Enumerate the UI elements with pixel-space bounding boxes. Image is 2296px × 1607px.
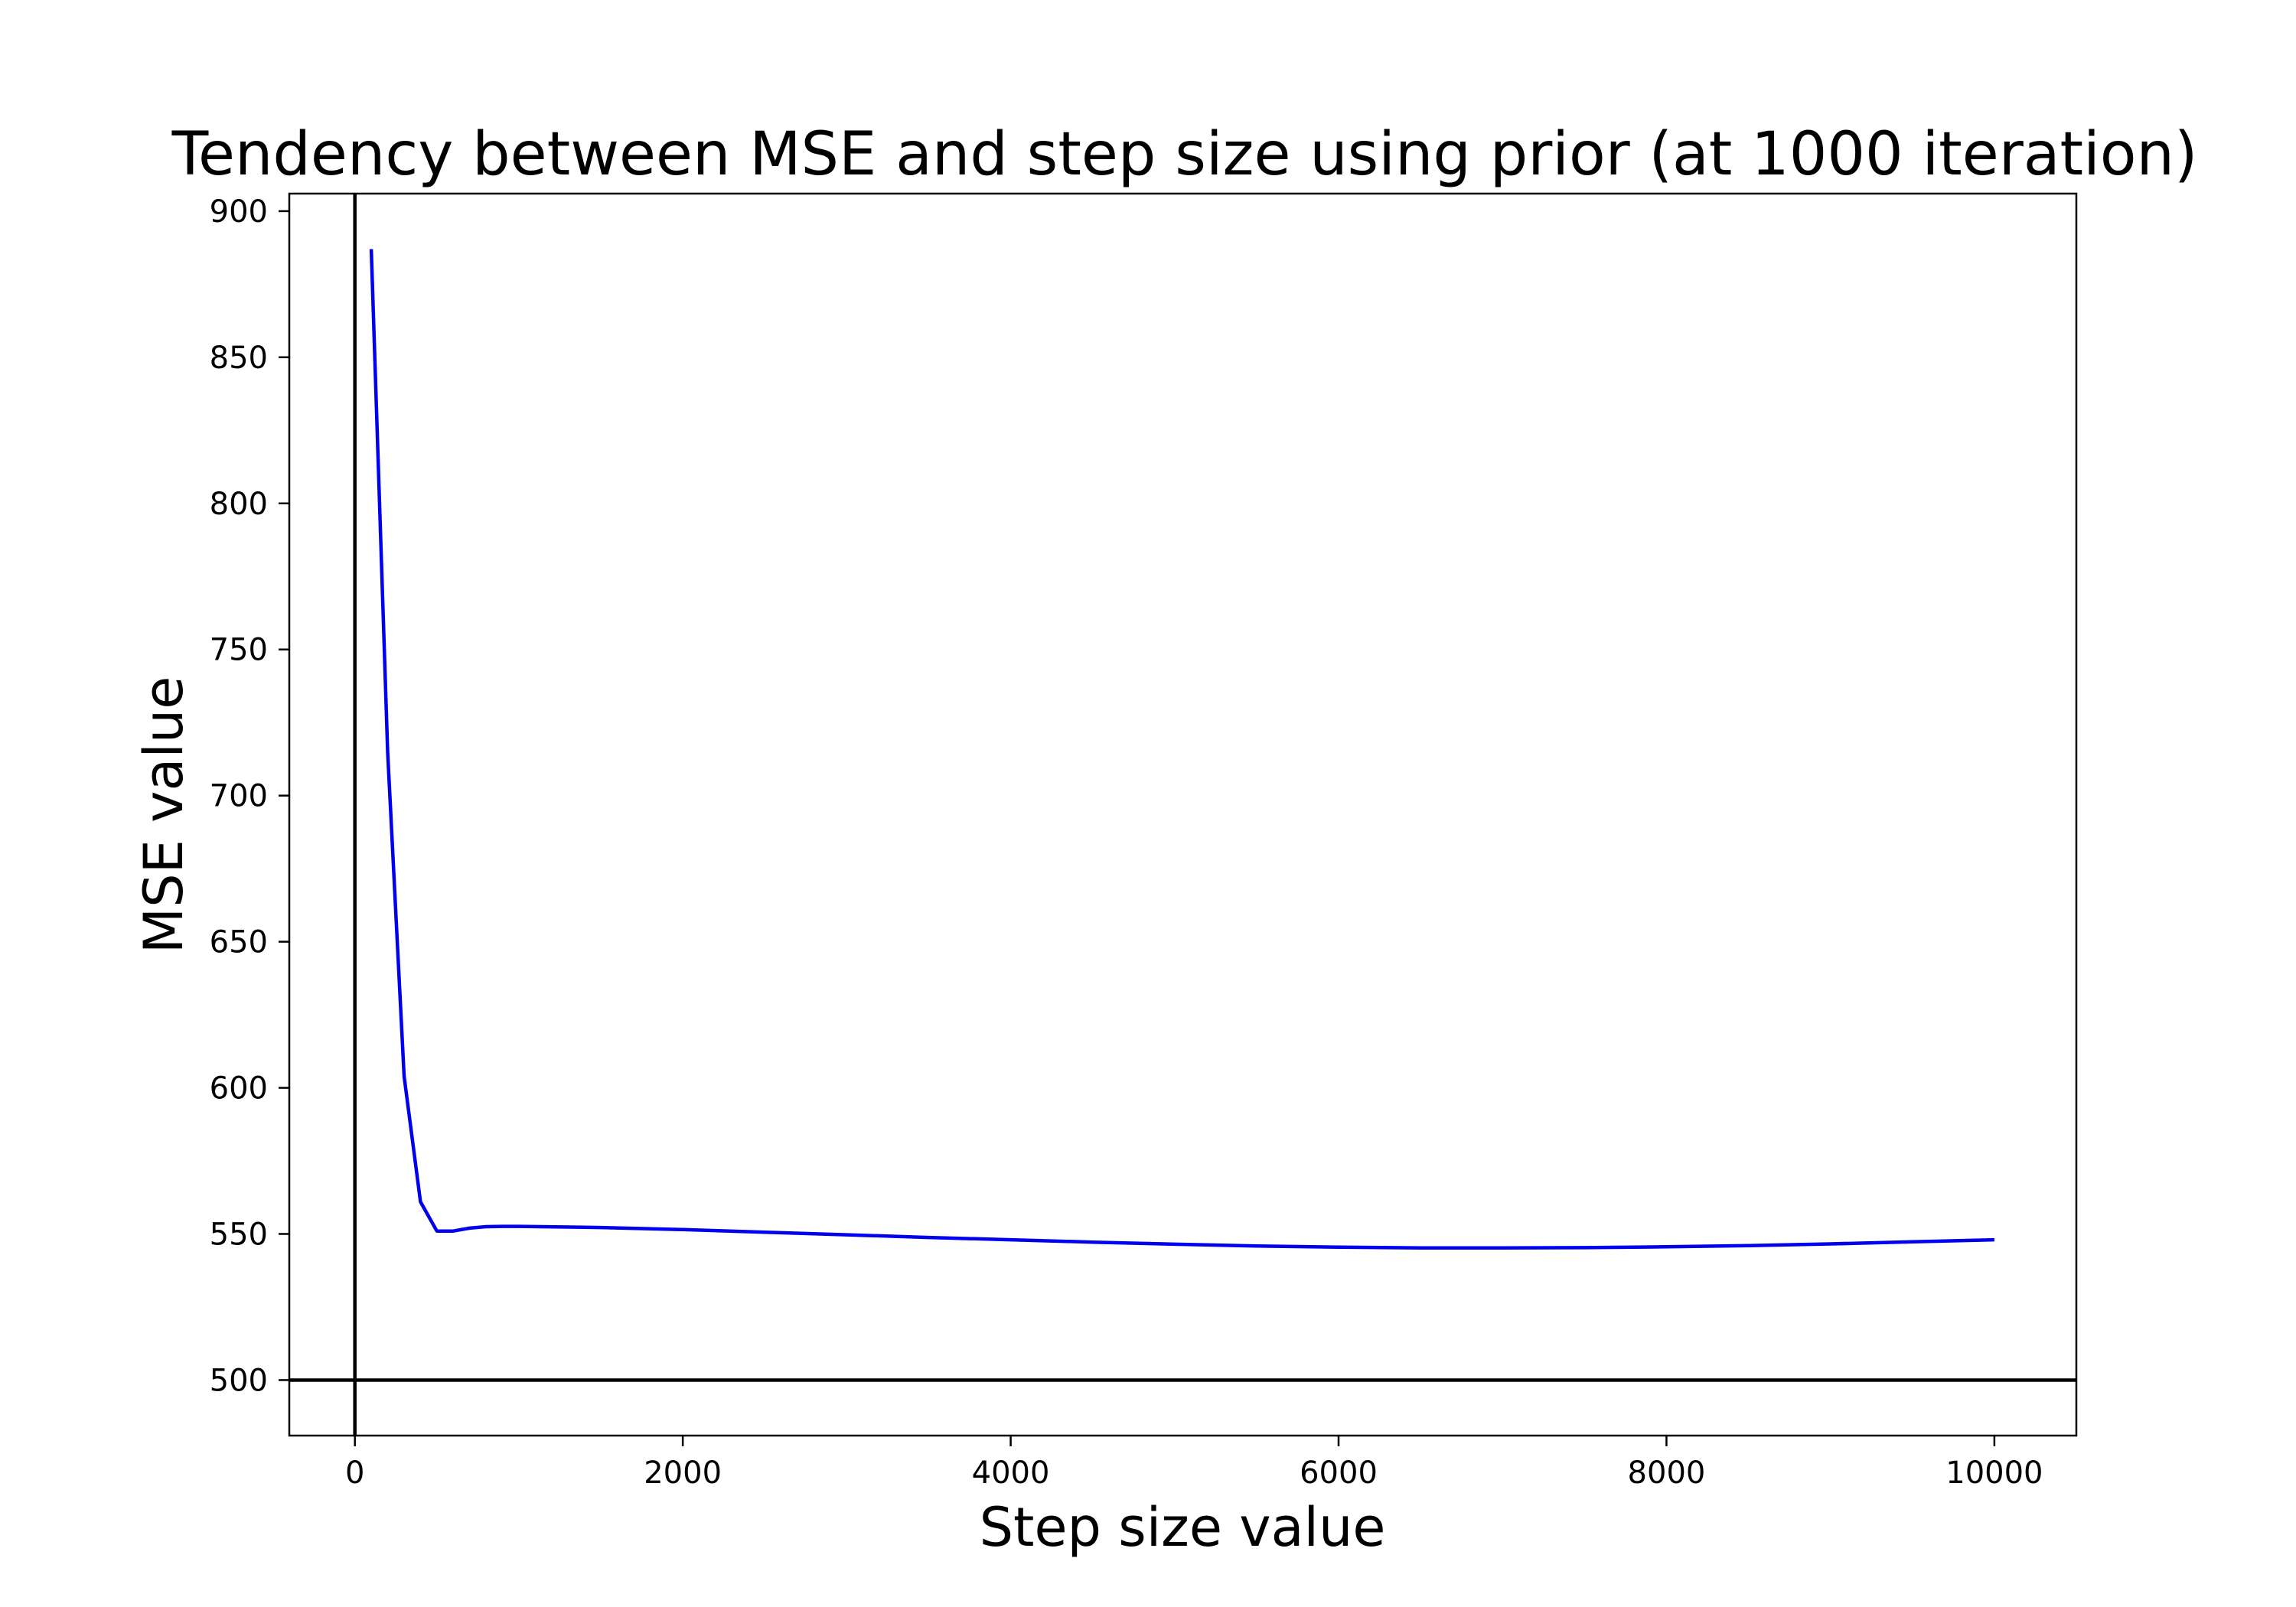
y-tick-label: 700	[210, 779, 268, 814]
x-axis-label: Step size value	[980, 1496, 1386, 1559]
x-axis-ticks: 0 2000 4000 6000 8000 10000	[345, 1436, 2043, 1491]
y-tick-label: 550	[210, 1217, 268, 1253]
chart-title: Tendency between MSE and step size using…	[171, 120, 2198, 189]
series-line	[369, 249, 1994, 1250]
y-tick-label: 900	[210, 194, 268, 230]
y-axis-ticks: 500 550 600 650 700 750 800 850 900	[210, 194, 289, 1398]
x-tick-label: 2000	[644, 1455, 722, 1491]
y-tick-label: 650	[210, 925, 268, 960]
y-tick-label: 850	[210, 341, 268, 376]
y-axis-label: MSE value	[132, 676, 195, 954]
plot-area	[288, 192, 2078, 1437]
y-tick-label: 800	[210, 487, 268, 522]
x-tick-label: 4000	[972, 1455, 1050, 1491]
y-tick-label: 600	[210, 1071, 268, 1107]
x-tick-label: 10000	[1945, 1455, 2043, 1491]
y-tick-label: 750	[210, 633, 268, 668]
x-tick-label: 0	[345, 1455, 364, 1491]
y-tick-label: 500	[210, 1363, 268, 1398]
x-tick-label: 8000	[1628, 1455, 1706, 1491]
axes-frame	[288, 192, 2078, 1437]
x-tick-label: 6000	[1300, 1455, 1378, 1491]
